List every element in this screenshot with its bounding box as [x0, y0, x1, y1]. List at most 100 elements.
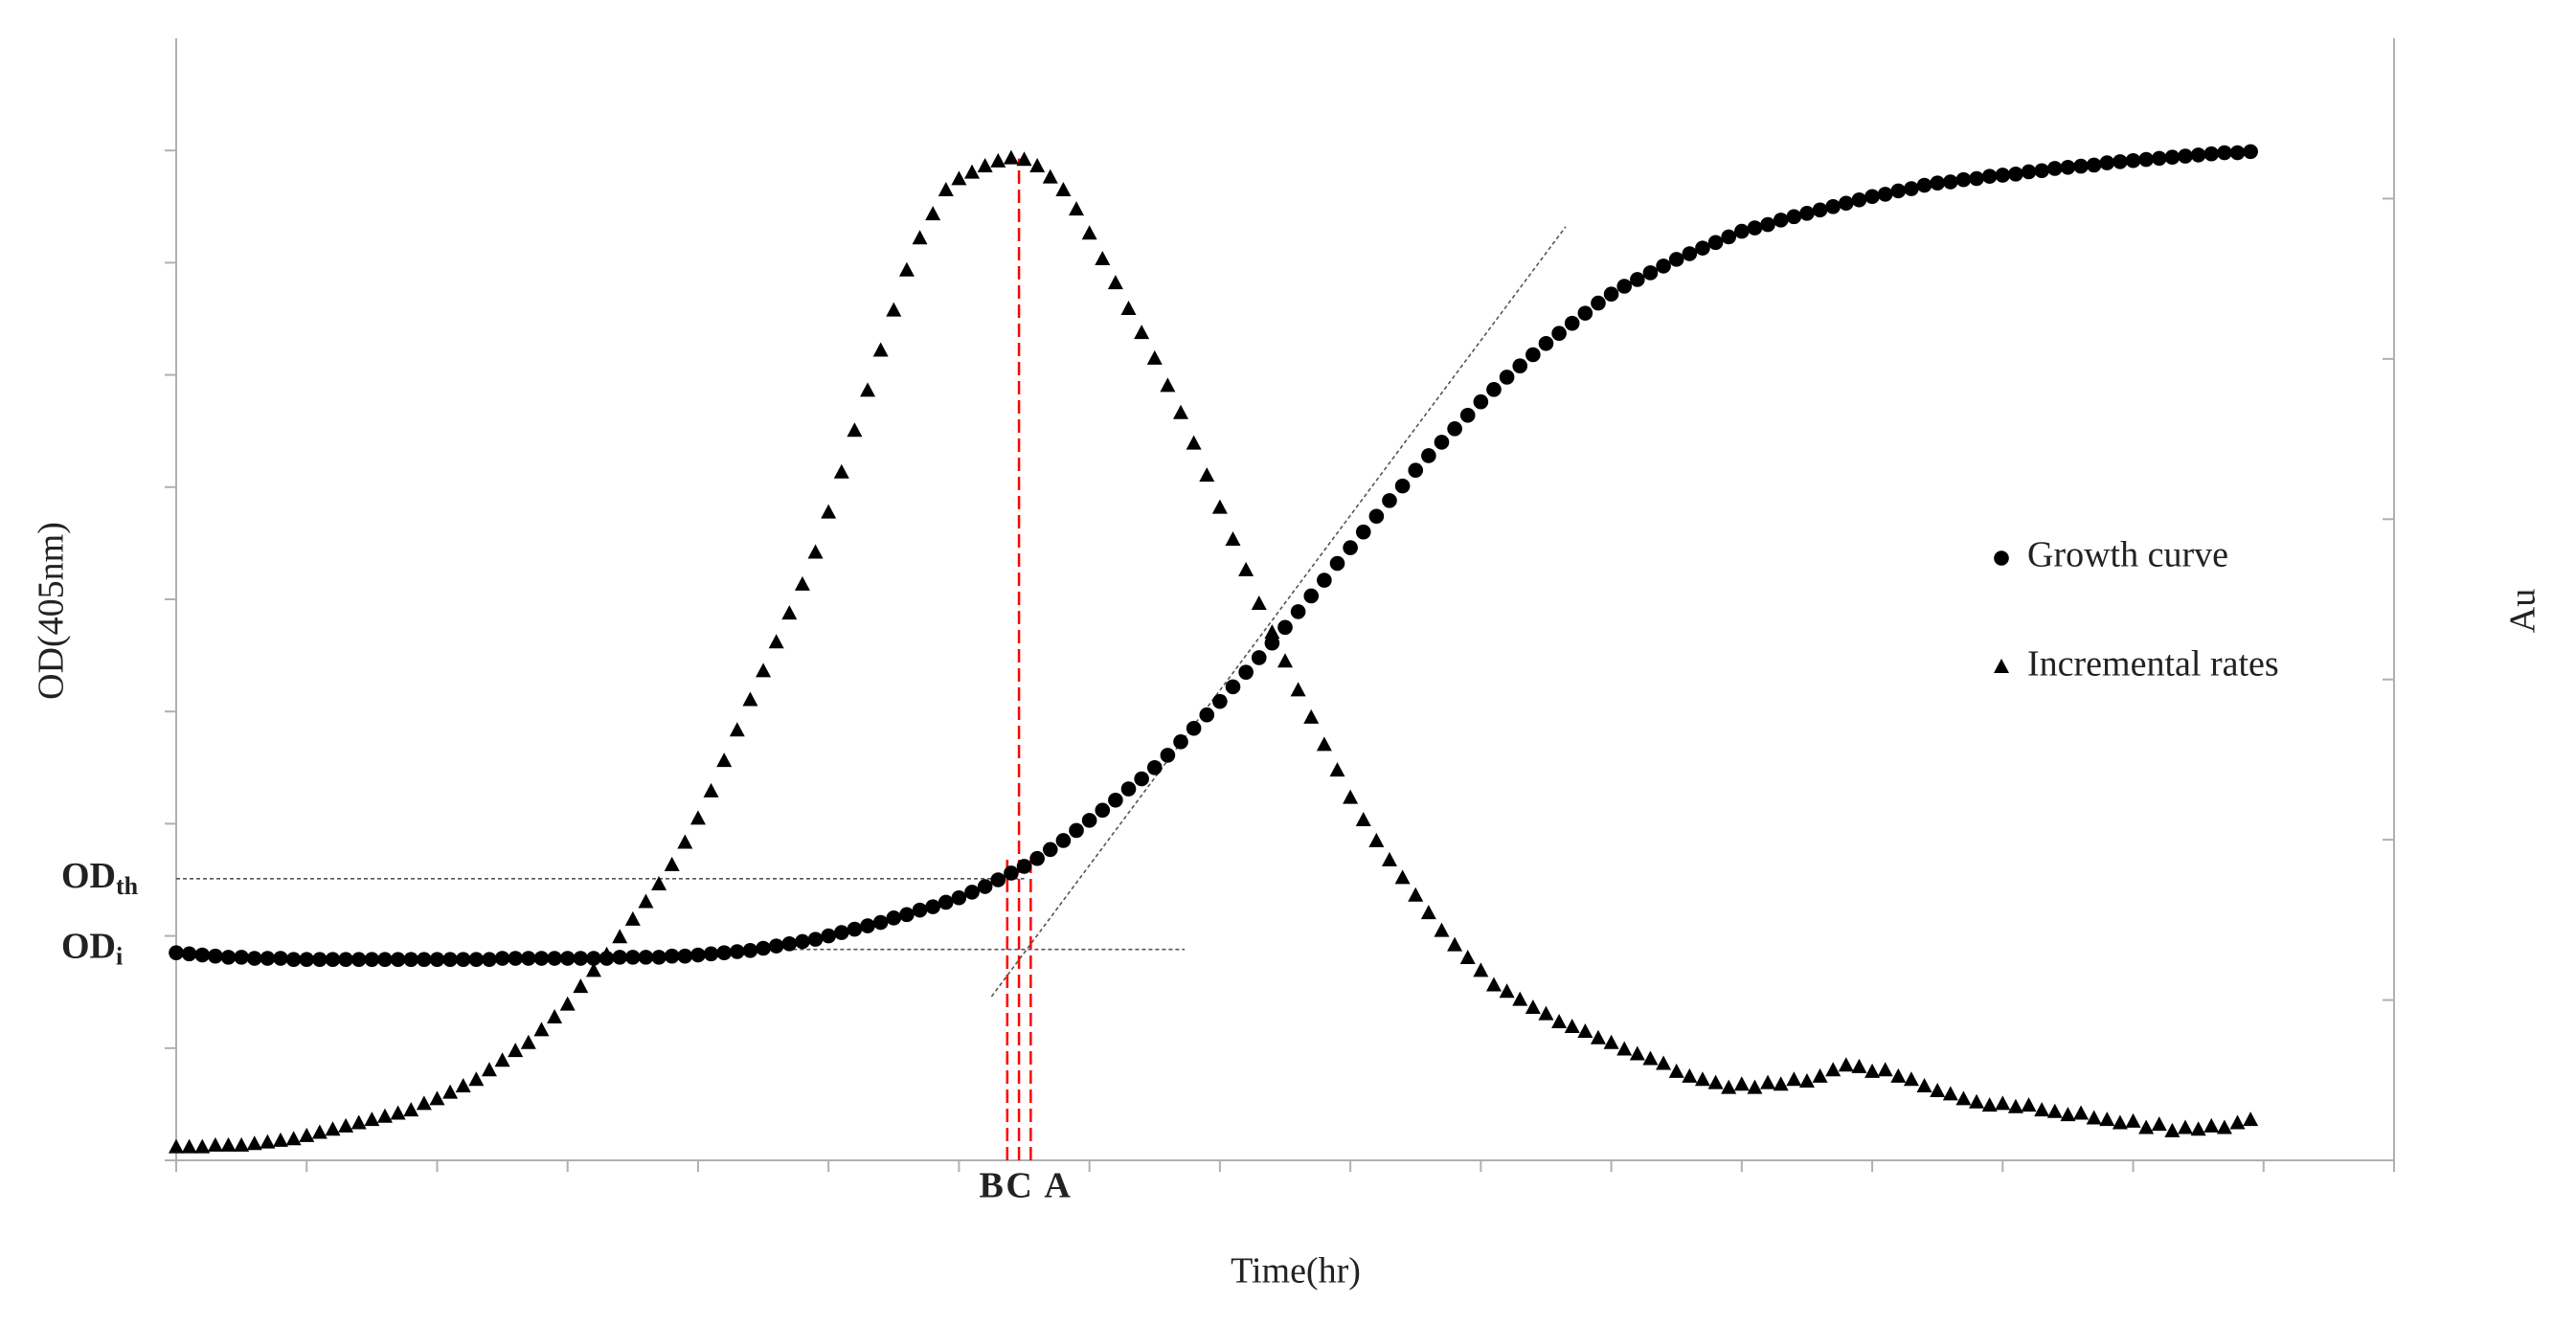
data-point — [1355, 812, 1371, 827]
data-point — [2125, 1112, 2141, 1128]
data-point — [1160, 377, 1176, 393]
guide-line — [990, 226, 1567, 998]
data-point — [2190, 147, 2206, 163]
data-point — [1591, 295, 1606, 311]
data-point — [2073, 158, 2089, 174]
data-point — [559, 996, 576, 1011]
data-point — [1564, 1019, 1580, 1034]
data-point — [2034, 163, 2049, 179]
data-point — [194, 1138, 211, 1154]
data-point — [2086, 157, 2102, 173]
data-point — [364, 952, 380, 968]
data-point — [2138, 151, 2154, 168]
data-point — [234, 1136, 250, 1152]
data-point — [1616, 1041, 1633, 1056]
data-point — [690, 947, 706, 963]
data-point — [599, 946, 615, 961]
data-point — [1290, 604, 1306, 619]
data-point — [1839, 195, 1854, 212]
data-point — [1447, 936, 1463, 952]
data-point — [1225, 531, 1241, 547]
data-point — [1721, 229, 1736, 245]
data-point — [533, 1022, 550, 1037]
data-point — [1199, 707, 1215, 723]
data-point — [207, 1136, 223, 1152]
data-point — [1864, 1063, 1881, 1078]
data-point — [2216, 1119, 2232, 1134]
data-point — [1081, 225, 1097, 240]
data-point — [651, 876, 667, 891]
data-point — [1773, 1076, 1789, 1091]
marker-label: B — [979, 1166, 1003, 1206]
data-point — [1343, 789, 1359, 804]
data-point — [1264, 624, 1280, 640]
data-point — [795, 933, 810, 950]
marker-label: A — [1044, 1166, 1071, 1206]
data-point — [1930, 175, 1945, 191]
data-point — [1904, 181, 1919, 196]
data-point — [1016, 859, 1032, 874]
data-point — [847, 921, 863, 937]
data-point — [1642, 1050, 1659, 1066]
data-point — [1211, 499, 1228, 514]
data-point — [1512, 358, 1528, 374]
data-point — [1969, 170, 1984, 187]
data-point — [285, 1131, 302, 1146]
data-point — [1120, 300, 1137, 315]
data-point — [1551, 326, 1567, 342]
data-point — [325, 952, 341, 968]
data-point — [2243, 144, 2258, 160]
data-point — [2178, 148, 2193, 164]
data-point — [1381, 851, 1397, 866]
data-point — [1760, 216, 1775, 233]
data-point — [1486, 382, 1502, 397]
data-point — [181, 1138, 197, 1154]
data-point — [1421, 448, 1436, 463]
data-point — [1682, 1067, 1698, 1083]
data-point — [1290, 682, 1306, 697]
data-point — [1303, 588, 1320, 604]
data-point — [742, 691, 758, 707]
data-point — [403, 952, 419, 968]
data-point — [730, 944, 745, 959]
data-point — [833, 463, 849, 479]
data-point — [1564, 315, 1580, 331]
data-point — [312, 952, 328, 968]
data-point — [260, 1134, 276, 1149]
data-point — [338, 1117, 354, 1133]
data-point — [1538, 335, 1554, 351]
data-point — [925, 206, 941, 221]
data-point — [2190, 1121, 2206, 1136]
data-point — [1630, 272, 1645, 287]
data-point — [1916, 1077, 1932, 1092]
data-point — [1473, 393, 1489, 410]
data-point — [886, 910, 902, 926]
data-point — [898, 261, 915, 277]
data-point — [1995, 168, 2011, 183]
marker-label: C — [1006, 1166, 1031, 1206]
data-point — [664, 948, 680, 964]
data-point — [664, 856, 680, 871]
data-point — [1812, 1067, 1828, 1083]
annotation-text: OD — [61, 926, 116, 966]
data-point — [2229, 145, 2246, 161]
data-point — [1694, 1071, 1710, 1087]
legend-symbol — [1994, 659, 2009, 673]
data-point — [1004, 865, 1019, 881]
data-point — [1173, 734, 1188, 750]
data-point — [455, 1077, 471, 1092]
data-point — [1733, 1076, 1750, 1091]
data-point — [938, 894, 954, 910]
data-point — [1825, 199, 1841, 214]
data-point — [559, 951, 576, 966]
data-point — [964, 164, 981, 179]
data-point — [651, 950, 667, 965]
data-point — [1786, 1071, 1802, 1087]
data-point — [703, 946, 719, 962]
data-point — [716, 752, 733, 768]
data-point — [1447, 421, 1462, 437]
data-point — [1434, 435, 1450, 450]
data-point — [338, 952, 353, 968]
data-point — [2151, 150, 2167, 167]
data-point — [781, 605, 798, 620]
